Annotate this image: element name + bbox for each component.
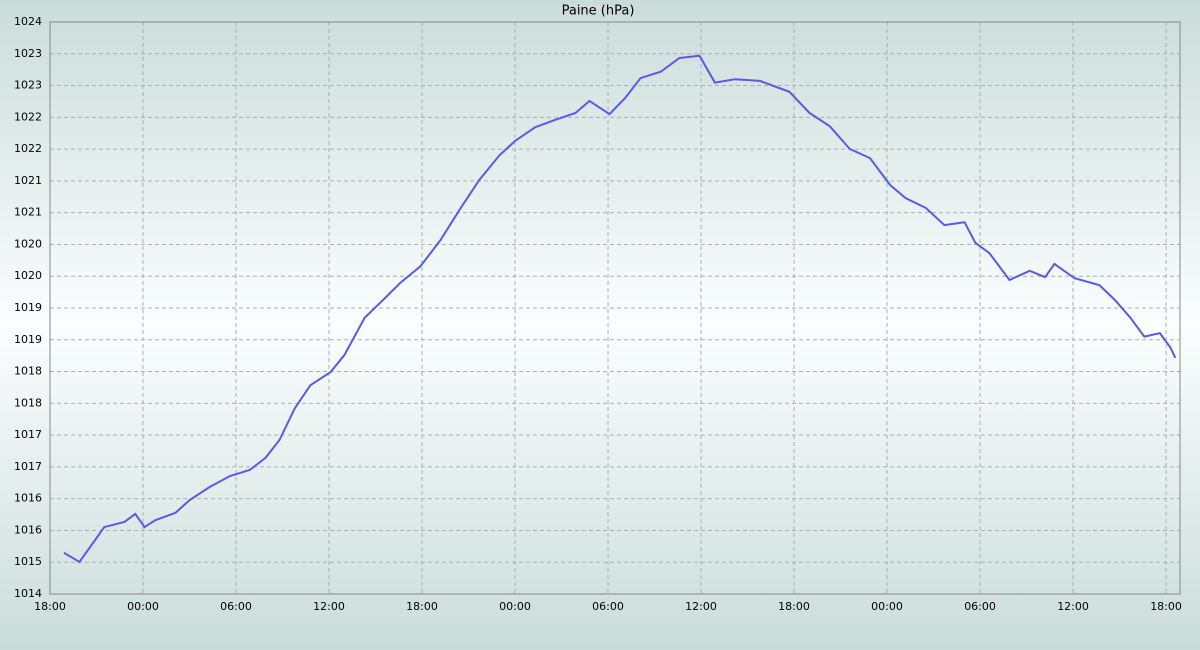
y-tick-label: 1020 xyxy=(14,237,42,250)
x-tick-label: 06:00 xyxy=(220,600,252,613)
chart-title: Paine (hPa) xyxy=(562,4,635,19)
y-tick-label: 1019 xyxy=(14,333,42,346)
x-tick-label: 00:00 xyxy=(871,600,903,613)
y-tick-label: 1021 xyxy=(14,206,42,219)
y-tick-label: 1018 xyxy=(14,396,42,409)
x-tick-label: 18:00 xyxy=(778,600,810,613)
x-tick-label: 18:00 xyxy=(34,600,66,613)
x-tick-label: 00:00 xyxy=(127,600,159,613)
x-tick-label: 18:00 xyxy=(406,600,438,613)
y-tick-label: 1018 xyxy=(14,365,42,378)
y-tick-label: 1016 xyxy=(14,492,42,505)
x-tick-label: 06:00 xyxy=(592,600,624,613)
x-tick-label: 12:00 xyxy=(1057,600,1089,613)
y-tick-label: 1017 xyxy=(14,460,42,473)
y-tick-label: 1019 xyxy=(14,301,42,314)
y-tick-label: 1017 xyxy=(14,428,42,441)
y-tick-label: 1016 xyxy=(14,523,42,536)
y-tick-label: 1015 xyxy=(14,555,42,568)
y-tick-label: 1024 xyxy=(14,15,42,28)
y-tick-label: 1022 xyxy=(14,110,42,123)
x-tick-label: 00:00 xyxy=(499,600,531,613)
y-tick-label: 1020 xyxy=(14,269,42,282)
y-tick-label: 1014 xyxy=(14,587,42,600)
x-tick-label: 12:00 xyxy=(685,600,717,613)
y-tick-label: 1023 xyxy=(14,79,42,92)
y-tick-label: 1022 xyxy=(14,142,42,155)
data-line xyxy=(63,54,1177,564)
x-tick-label: 18:00 xyxy=(1150,600,1182,613)
plot-frame xyxy=(49,21,1181,595)
y-tick-label: 1021 xyxy=(14,174,42,187)
x-tick-label: 12:00 xyxy=(313,600,345,613)
x-tick-label: 06:00 xyxy=(964,600,996,613)
y-tick-label: 1023 xyxy=(14,47,42,60)
